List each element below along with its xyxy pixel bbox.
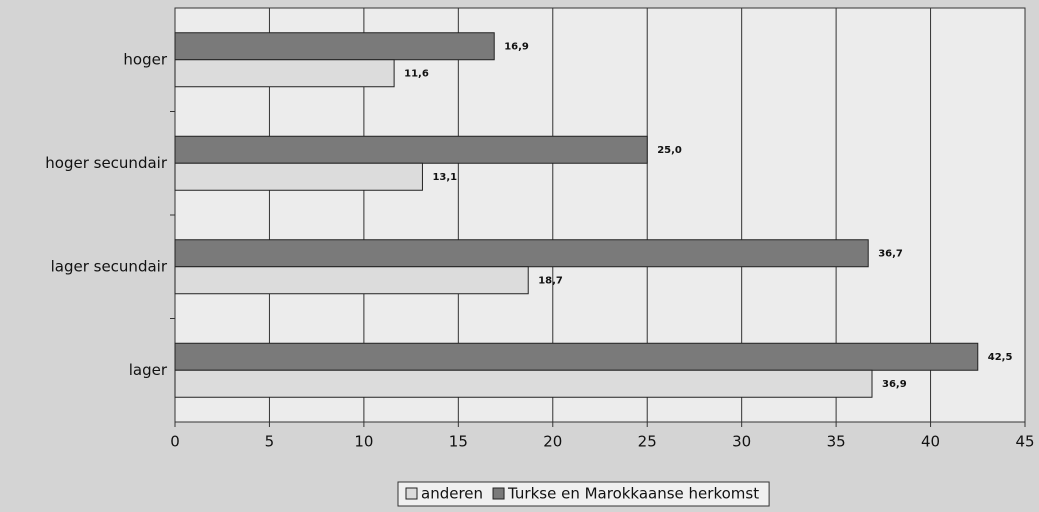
bar: [174, 239, 869, 268]
value-label: 11,6: [404, 68, 429, 79]
legend-box: [397, 481, 770, 507]
x-tick-label: 35: [827, 433, 846, 451]
bar: [174, 266, 529, 295]
value-label: 16,9: [504, 41, 529, 52]
bar: [174, 342, 979, 371]
value-label: 42,5: [988, 352, 1013, 363]
x-tick-label: 20: [543, 433, 562, 451]
x-tick-label: 0: [170, 433, 180, 451]
x-tick-label: 15: [449, 433, 468, 451]
y-tick-label: hoger secundair: [45, 154, 168, 172]
y-tick-label: lager secundair: [51, 257, 168, 275]
y-tick-label: lager: [129, 361, 168, 379]
x-tick-label: 40: [921, 433, 940, 451]
legend-swatch: [405, 487, 418, 500]
value-label: 36,9: [882, 379, 907, 390]
legend-label: Turkse en Marokkaanse herkomst: [507, 485, 759, 503]
x-tick-label: 5: [265, 433, 275, 451]
value-label: 25,0: [657, 145, 682, 156]
legend-label: anderen: [421, 485, 483, 503]
bar: [174, 135, 648, 164]
x-tick-label: 30: [732, 433, 751, 451]
y-tick-label: hoger: [123, 50, 167, 68]
bar: [174, 369, 873, 398]
legend-swatch: [492, 487, 505, 500]
value-label: 36,7: [878, 248, 903, 259]
x-tick-label: 45: [1015, 433, 1034, 451]
x-tick-label: 25: [638, 433, 657, 451]
bar: [174, 162, 423, 191]
value-label: 18,7: [538, 275, 563, 286]
value-label: 13,1: [432, 172, 457, 183]
bar: [174, 59, 395, 88]
bar: [174, 32, 495, 61]
x-tick-label: 10: [354, 433, 373, 451]
